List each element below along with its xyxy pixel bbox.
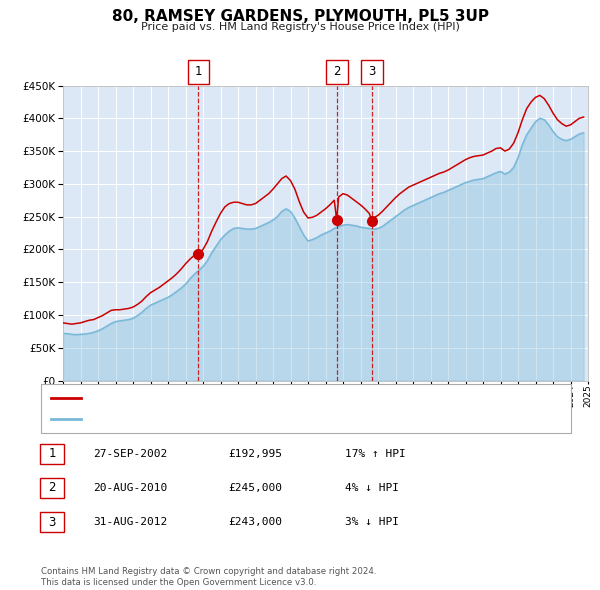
Text: 3: 3 (49, 516, 56, 529)
Text: 80, RAMSEY GARDENS, PLYMOUTH, PL5 3UP (detached house): 80, RAMSEY GARDENS, PLYMOUTH, PL5 3UP (d… (87, 393, 409, 403)
Text: HPI: Average price, detached house, City of Plymouth: HPI: Average price, detached house, City… (87, 414, 367, 424)
Text: 80, RAMSEY GARDENS, PLYMOUTH, PL5 3UP: 80, RAMSEY GARDENS, PLYMOUTH, PL5 3UP (112, 9, 488, 24)
Text: 1: 1 (49, 447, 56, 460)
Text: £245,000: £245,000 (228, 483, 282, 493)
Text: 20-AUG-2010: 20-AUG-2010 (93, 483, 167, 493)
Text: 3: 3 (368, 65, 376, 78)
Text: 1: 1 (195, 65, 202, 78)
Text: 3% ↓ HPI: 3% ↓ HPI (345, 517, 399, 527)
Text: 17% ↑ HPI: 17% ↑ HPI (345, 449, 406, 458)
Text: 27-SEP-2002: 27-SEP-2002 (93, 449, 167, 458)
Text: £192,995: £192,995 (228, 449, 282, 458)
Text: This data is licensed under the Open Government Licence v3.0.: This data is licensed under the Open Gov… (41, 578, 316, 588)
Text: 2: 2 (49, 481, 56, 494)
Text: 31-AUG-2012: 31-AUG-2012 (93, 517, 167, 527)
Text: £243,000: £243,000 (228, 517, 282, 527)
Text: Price paid vs. HM Land Registry's House Price Index (HPI): Price paid vs. HM Land Registry's House … (140, 22, 460, 32)
Text: Contains HM Land Registry data © Crown copyright and database right 2024.: Contains HM Land Registry data © Crown c… (41, 566, 376, 576)
Text: 4% ↓ HPI: 4% ↓ HPI (345, 483, 399, 493)
Text: 2: 2 (333, 65, 340, 78)
